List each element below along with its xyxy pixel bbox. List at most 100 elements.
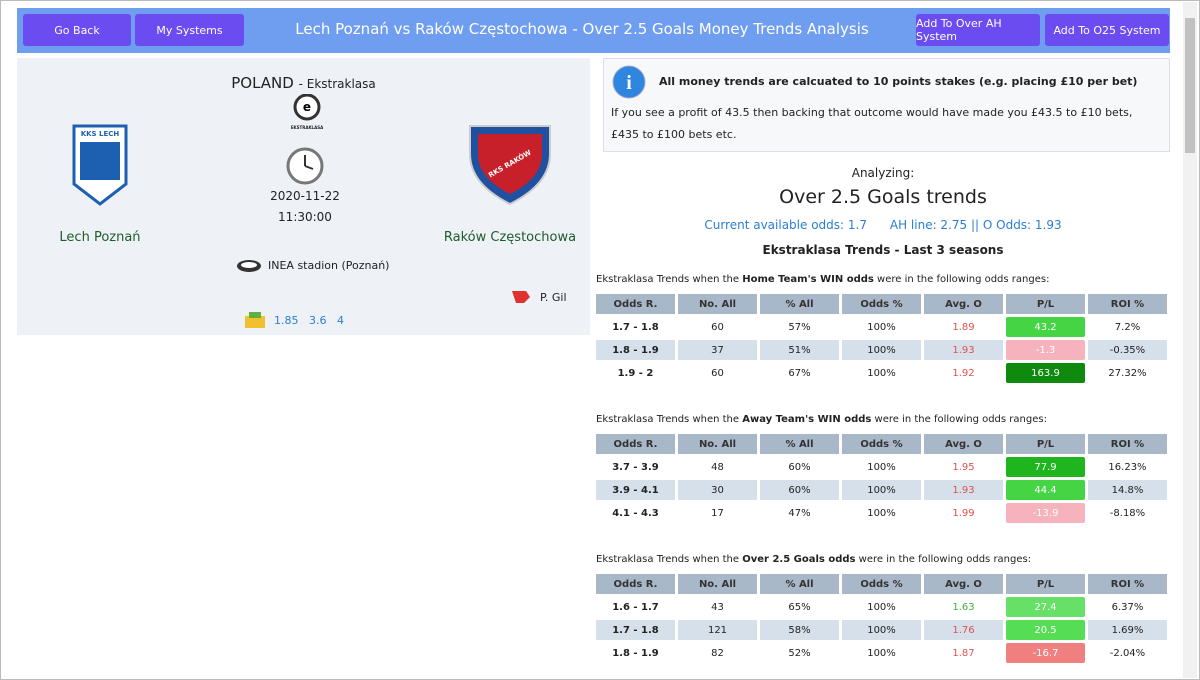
table-header: % All: [760, 294, 839, 314]
table-header: No. All: [678, 574, 757, 594]
page-title: Lech Poznań vs Raków Częstochowa - Over …: [295, 20, 869, 38]
table-caption: Ekstraklasa Trends when the Away Team's …: [596, 414, 1047, 425]
table-cell: 51%: [760, 340, 839, 360]
odd: 4: [337, 314, 344, 327]
table-cell: 1.99: [924, 503, 1003, 523]
table-header: Avg. O: [924, 434, 1003, 454]
table-cell: 57%: [760, 317, 839, 337]
table-cell: 1.89: [924, 317, 1003, 337]
caption-part: Away Team's WIN odds: [742, 414, 872, 425]
table-cell: 100%: [842, 620, 921, 640]
table-caption: Ekstraklasa Trends when the Over 2.5 Goa…: [596, 554, 1031, 565]
button[interactable]: Add To Over AH System: [916, 14, 1040, 46]
referee: P. Gil: [540, 291, 567, 304]
table-cell: 6.37%: [1088, 597, 1167, 617]
table-cell: 100%: [842, 340, 921, 360]
table-header: % All: [760, 574, 839, 594]
home-team: Lech Poznań: [59, 230, 141, 245]
table-cell: 121: [678, 620, 757, 640]
table-cell: 43.2: [1006, 317, 1085, 337]
odds: 1.85 3.6 4: [274, 314, 344, 327]
info-text: If you see a profit of 43.5 then backing…: [611, 106, 1133, 141]
table-header: Odds R.: [596, 574, 675, 594]
caption-part: Home Team's WIN odds: [742, 274, 874, 285]
table-cell: 1.76: [924, 620, 1003, 640]
table-cell: -2.04%: [1088, 643, 1167, 663]
table-cell: 1.7 - 1.8: [596, 620, 675, 640]
table-cell: 60: [678, 317, 757, 337]
table-cell: 77.9: [1006, 457, 1085, 477]
table-header: No. All: [678, 434, 757, 454]
table-cell: 3.9 - 4.1: [596, 480, 675, 500]
table-cell: 20.5: [1006, 620, 1085, 640]
table-cell: 67%: [760, 363, 839, 383]
table-cell: 60%: [760, 457, 839, 477]
caption-part: Ekstraklasa Trends when the: [596, 274, 743, 285]
button[interactable]: Add To O25 System: [1045, 14, 1169, 46]
current-odds: Current available odds: 1.7: [704, 218, 867, 232]
away-crest: RKS RAKÓW: [469, 125, 551, 206]
table-cell: 4.1 - 4.3: [596, 503, 675, 523]
table-cell: 60: [678, 363, 757, 383]
table-header: ROI %: [1088, 434, 1167, 454]
table-header: P/L: [1006, 434, 1085, 454]
info-title: All money trends are calcuated to 10 poi…: [659, 75, 1138, 88]
table-cell: 43: [678, 597, 757, 617]
table-header: Odds %: [842, 574, 921, 594]
table-cell: 1.6 - 1.7: [596, 597, 675, 617]
analysis-title: Over 2.5 Goals trends: [779, 186, 987, 208]
table-cell: 100%: [842, 457, 921, 477]
table-cell: -8.18%: [1088, 503, 1167, 523]
table-cell: -13.9: [1006, 503, 1085, 523]
table-cell: -16.7: [1006, 643, 1085, 663]
table-cell: 1.7 - 1.8: [596, 317, 675, 337]
table-caption: Ekstraklasa Trends when the Home Team's …: [596, 274, 1049, 285]
analyzing-label: Analyzing:: [851, 166, 915, 180]
time: 11:30:00: [278, 210, 332, 224]
scroll-thumb[interactable]: [1185, 18, 1195, 153]
analysis-subtitle: Ekstraklasa Trends - Last 3 seasons: [762, 243, 1004, 257]
league: - Ekstraklasa: [298, 77, 376, 91]
table-header: Odds %: [842, 434, 921, 454]
table-cell: 1.63: [924, 597, 1003, 617]
table-header: Odds %: [842, 294, 921, 314]
table-cell: 14.8%: [1088, 480, 1167, 500]
table-cell: 100%: [842, 597, 921, 617]
table-cell: 30: [678, 480, 757, 500]
table-cell: 16.23%: [1088, 457, 1167, 477]
table-cell: 1.9 - 2: [596, 363, 675, 383]
info-box: [603, 58, 1170, 152]
table-header: Odds R.: [596, 434, 675, 454]
logo-text: EKSTRAKLASA: [290, 125, 324, 130]
button[interactable]: Go Back: [23, 14, 131, 46]
svg-text:e: e: [303, 100, 311, 114]
table-cell: 1.95: [924, 457, 1003, 477]
table-cell: 100%: [842, 363, 921, 383]
info-icon: i: [612, 65, 646, 99]
table-cell: 52%: [760, 643, 839, 663]
table-cell: 60%: [760, 480, 839, 500]
table-cell: 65%: [760, 597, 839, 617]
table-cell: 1.69%: [1088, 620, 1167, 640]
button[interactable]: My Systems: [135, 14, 244, 46]
venue: INEA stadion (Poznań): [268, 259, 390, 272]
table-header: P/L: [1006, 294, 1085, 314]
table-header: Odds R.: [596, 294, 675, 314]
caption-part: Ekstraklasa Trends when the: [596, 554, 743, 565]
odds-line: Current available odds: 1.7 AH line: 2.7…: [596, 218, 1170, 232]
caption-part: Ekstraklasa Trends when the: [596, 414, 743, 425]
table-cell: 100%: [842, 643, 921, 663]
odds-icon: [245, 312, 265, 328]
whistle-icon: [512, 291, 530, 303]
clock-icon: [286, 147, 324, 185]
table-header: No. All: [678, 294, 757, 314]
table-header: Avg. O: [924, 294, 1003, 314]
home-crest: KKS LECH: [72, 124, 128, 206]
stadium-icon: [237, 260, 261, 272]
table-cell: 82: [678, 643, 757, 663]
table-header: ROI %: [1088, 294, 1167, 314]
table-cell: -1.3: [1006, 340, 1085, 360]
table-cell: 1.8 - 1.9: [596, 340, 675, 360]
table-header: % All: [760, 434, 839, 454]
